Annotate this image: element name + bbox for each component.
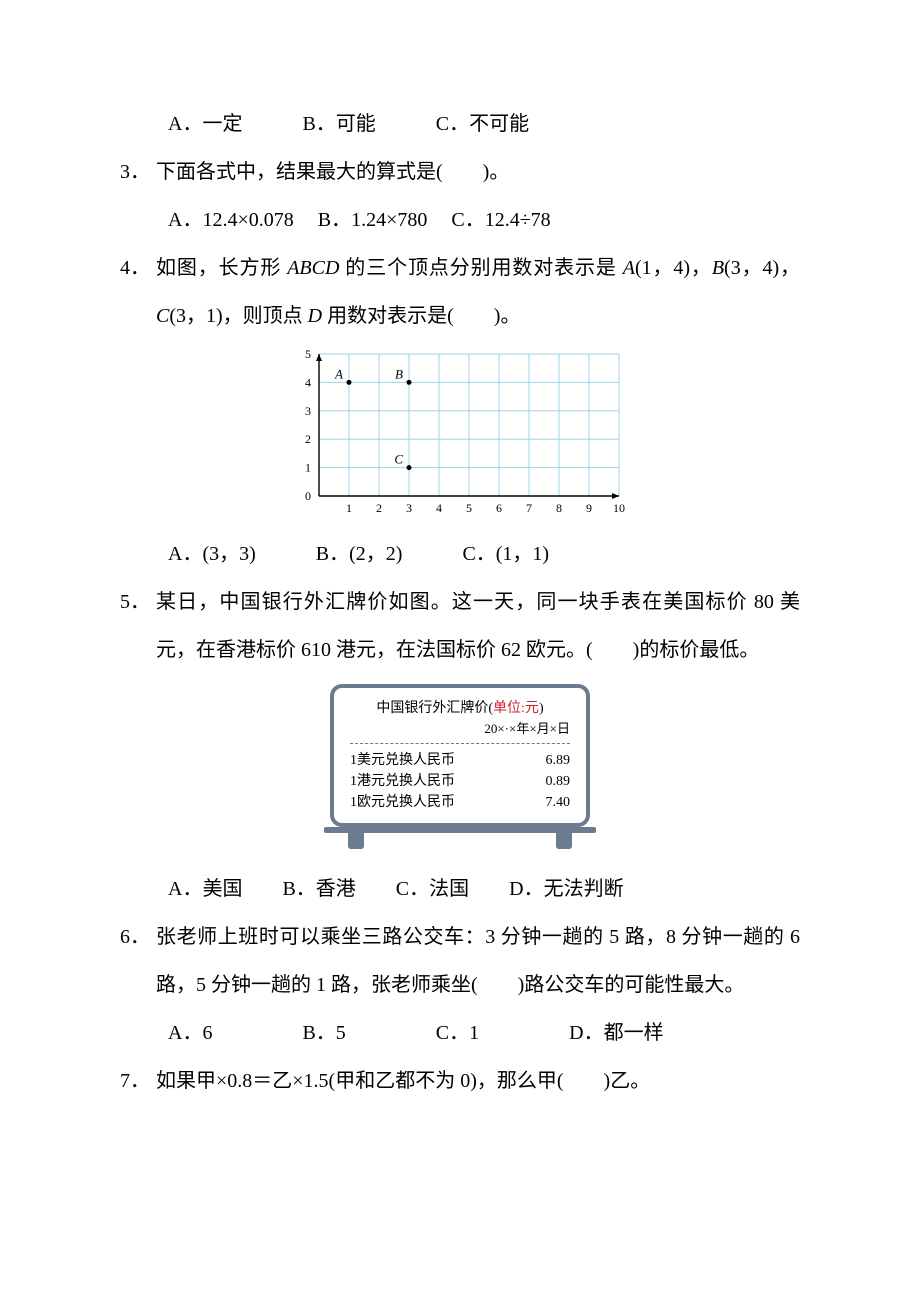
q5-option-a: A．美国 [168,865,242,913]
q7: 7． 如果甲×0.8＝乙×1.5(甲和乙都不为 0)，那么甲( )乙。 [120,1057,800,1105]
board-row-label: 1欧元兑换人民币 [350,792,455,813]
q4-c-coord: (3，1)，则顶点 [169,305,307,327]
board-leg-right [556,833,572,849]
board-legs [330,833,590,849]
q4-A: A [623,257,635,279]
q5-stem: 某日，中国银行外汇牌价如图。这一天，同一块手表在美国标价 80 美元，在香港标价… [156,578,800,674]
q5-option-d: D．无法判断 [509,865,623,913]
q4-text-end: 用数对表示是( )。 [322,305,520,327]
q4-options: A．(3，3) B．(2，2) C．(1，1) [120,530,800,578]
q4-number: 4． [120,244,156,340]
svg-text:7: 7 [526,501,532,515]
coordinate-grid: 1 2 3 4 5 6 7 8 9 10 0 1 2 3 4 5 A B C [295,348,625,518]
q4-option-b: B．(2，2) [316,530,403,578]
q2-options: A．一定 B．可能 C．不可能 [120,100,800,148]
board-date: 20×·×年×月×日 [350,719,570,739]
q4-option-c: C．(1，1) [462,530,549,578]
svg-text:6: 6 [496,501,502,515]
q4-a-coord: (1，4)， [635,257,712,279]
board-row: 1美元兑换人民币 6.89 [350,750,570,771]
q4-B: B [712,257,724,279]
svg-text:A: A [334,366,343,381]
svg-text:4: 4 [305,375,311,389]
q2-option-a: A．一定 [168,100,242,148]
svg-text:9: 9 [586,501,592,515]
q5-number: 5． [120,578,156,674]
board-row-label: 1美元兑换人民币 [350,750,455,771]
q5-option-b: B．香港 [282,865,355,913]
board-panel: 中国银行外汇牌价(单位:元) 20×·×年×月×日 1美元兑换人民币6.891港… [330,684,590,827]
q3-stem: 下面各式中，结果最大的算式是( )。 [156,148,800,196]
svg-text:C: C [394,452,403,467]
board-row-value: 7.40 [546,792,571,813]
q5-options: A．美国 B．香港 C．法国 D．无法判断 [120,865,800,913]
q4-stem: 如图，长方形 ABCD 的三个顶点分别用数对表示是 A(1，4)，B(3，4)，… [156,244,800,340]
q4-text-mid1: 的三个顶点分别用数对表示是 [339,257,622,279]
q6-stem: 张老师上班时可以乘坐三路公交车：3 分钟一趟的 5 路，8 分钟一趟的 6 路，… [156,913,800,1009]
svg-text:5: 5 [305,348,311,361]
q4-b-coord: (3，4)， [724,257,800,279]
q3-option-c: C．12.4÷78 [451,196,550,244]
svg-text:8: 8 [556,501,562,515]
board-row-value: 6.89 [546,750,571,771]
board-title: 中国银行外汇牌价(单位:元) [350,698,570,719]
q4: 4． 如图，长方形 ABCD 的三个顶点分别用数对表示是 A(1，4)，B(3，… [120,244,800,340]
q3-number: 3． [120,148,156,196]
q4-abcd: ABCD [287,257,339,279]
svg-text:0: 0 [305,489,311,503]
q3-option-b: B．1.24×780 [318,196,428,244]
q6-option-a: A．6 [168,1009,212,1057]
q3: 3． 下面各式中，结果最大的算式是( )。 [120,148,800,196]
svg-text:5: 5 [466,501,472,515]
q2-option-b: B．可能 [302,100,375,148]
board-title-prefix: 中国银行外汇牌价( [376,701,493,716]
q4-D: D [308,305,322,327]
board-row: 1港元兑换人民币 0.89 [350,771,570,792]
board-title-suffix: ) [539,701,544,716]
svg-text:2: 2 [305,432,311,446]
q4-figure: 1 2 3 4 5 6 7 8 9 10 0 1 2 3 4 5 A B C [120,348,800,518]
q6-options: A．6 B．5 C．1 D．都一样 [120,1009,800,1057]
svg-text:1: 1 [346,501,352,515]
q4-C: C [156,305,169,327]
svg-text:4: 4 [436,501,442,515]
q6-number: 6． [120,913,156,1009]
board-row-value: 0.89 [546,771,571,792]
board-title-unit: 单位:元 [493,701,539,716]
exchange-board: 中国银行外汇牌价(单位:元) 20×·×年×月×日 1美元兑换人民币6.891港… [330,684,590,849]
q5: 5． 某日，中国银行外汇牌价如图。这一天，同一块手表在美国标价 80 美元，在香… [120,578,800,674]
board-row: 1欧元兑换人民币 7.40 [350,792,570,813]
svg-text:1: 1 [305,461,311,475]
q2-option-c: C．不可能 [436,100,529,148]
q3-option-a: A．12.4×0.078 [168,196,294,244]
q5-option-c: C．法国 [396,865,469,913]
svg-text:10: 10 [613,501,625,515]
board-row-label: 1港元兑换人民币 [350,771,455,792]
q6: 6． 张老师上班时可以乘坐三路公交车：3 分钟一趟的 5 路，8 分钟一趟的 6… [120,913,800,1009]
q6-option-c: C．1 [436,1009,479,1057]
svg-text:3: 3 [406,501,412,515]
board-leg-left [348,833,364,849]
q7-number: 7． [120,1057,156,1105]
q4-text-pre: 如图，长方形 [156,257,287,279]
board-divider [350,743,570,744]
q5-figure: 中国银行外汇牌价(单位:元) 20×·×年×月×日 1美元兑换人民币6.891港… [120,684,800,849]
q7-stem: 如果甲×0.8＝乙×1.5(甲和乙都不为 0)，那么甲( )乙。 [156,1057,800,1105]
q3-options: A．12.4×0.078 B．1.24×780 C．12.4÷78 [120,196,800,244]
q4-option-a: A．(3，3) [168,530,256,578]
q6-option-d: D．都一样 [569,1009,663,1057]
svg-text:B: B [395,366,403,381]
svg-text:3: 3 [305,404,311,418]
board-rows: 1美元兑换人民币 6.89 1港元兑换人民币 0.89 1欧元兑换人民币 7.40 [350,750,570,813]
svg-text:2: 2 [376,501,382,515]
q6-option-b: B．5 [302,1009,345,1057]
